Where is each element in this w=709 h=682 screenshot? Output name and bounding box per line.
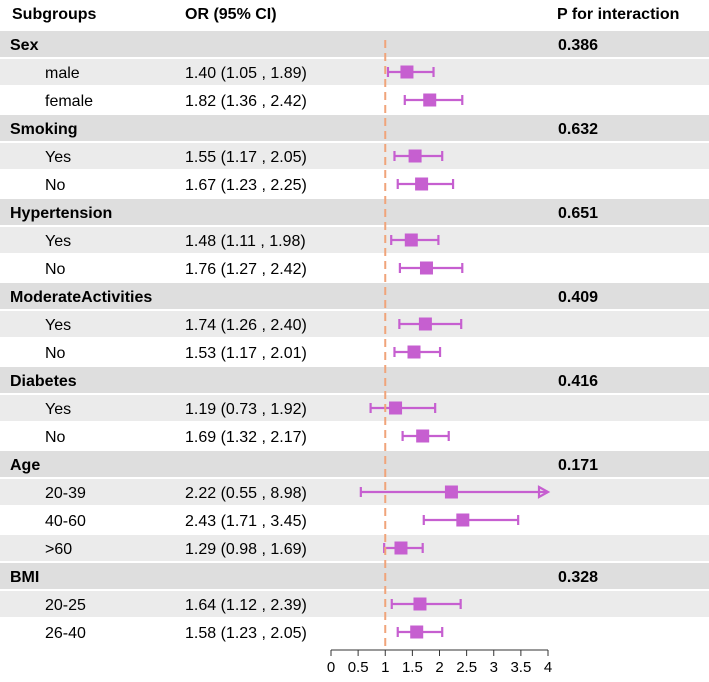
group-label: Diabetes [10,373,77,390]
or-ci-text: 1.82 (1.36 , 2.42) [185,93,307,110]
group-p-value: 0.632 [558,121,598,138]
group-label: ModerateActivities [10,289,152,306]
or-ci-text: 1.76 (1.27 , 2.42) [185,261,307,278]
or-marker [408,149,422,163]
or-ci-text: 2.22 (0.55 , 8.98) [185,485,307,502]
group-label: Hypertension [10,205,112,222]
x-tick-label: 3 [490,659,498,676]
or-marker [400,65,414,79]
or-marker [456,513,470,527]
or-marker [389,401,403,415]
or-marker [404,233,418,247]
row-bg [0,59,709,85]
subgroup-label: 26-40 [45,625,86,642]
subgroup-label: 20-25 [45,597,86,614]
ci-arrow [537,485,551,499]
x-tick-label: 3.5 [510,659,531,676]
subgroup-label: No [45,177,66,194]
subgroup-label: No [45,261,66,278]
x-tick-label: 2.5 [456,659,477,676]
group-row-bg [0,563,709,589]
group-row-bg [0,283,709,309]
subgroup-label: No [45,345,66,362]
or-marker [418,317,432,331]
x-tick-label: 0.5 [348,659,369,676]
or-ci-text: 1.69 (1.32 , 2.17) [185,429,307,446]
group-label: BMI [10,569,39,586]
subgroup-label: female [45,93,93,110]
x-tick-label: 0 [327,659,335,676]
group-p-value: 0.386 [558,37,598,54]
group-label: Smoking [10,121,78,138]
row-bg [0,227,709,253]
group-p-value: 0.171 [558,457,598,474]
or-marker [423,93,437,107]
group-label: Sex [10,37,39,54]
header-p-interaction: P for interaction [557,6,679,23]
or-ci-text: 1.53 (1.17 , 2.01) [185,345,307,362]
or-ci-text: 1.64 (1.12 , 2.39) [185,597,307,614]
subgroup-label: Yes [45,233,71,250]
x-tick-label: 2 [435,659,443,676]
subgroup-label: male [45,65,80,82]
or-marker [394,541,408,555]
or-ci-text: 1.67 (1.23 , 2.25) [185,177,307,194]
group-p-value: 0.416 [558,373,598,390]
subgroup-label: >60 [45,541,72,558]
group-label: Age [10,457,40,474]
subgroup-label: 40-60 [45,513,86,530]
or-ci-text: 1.29 (0.98 , 1.69) [185,541,307,558]
or-marker [407,345,421,359]
subgroup-label: 20-39 [45,485,86,502]
x-tick-label: 1 [381,659,389,676]
or-marker [419,261,433,275]
or-ci-text: 1.58 (1.23 , 2.05) [185,625,307,642]
header-subgroups: Subgroups [12,6,97,23]
or-ci-text: 1.40 (1.05 , 1.89) [185,65,307,82]
subgroup-label: Yes [45,149,71,166]
header-or-ci: OR (95% CI) [185,6,277,23]
group-row-bg [0,199,709,225]
row-bg [0,591,709,617]
group-row-bg [0,451,709,477]
subgroup-label: Yes [45,401,71,418]
or-marker [416,429,430,443]
row-bg [0,535,709,561]
group-p-value: 0.651 [558,205,598,222]
row-bg [0,143,709,169]
group-p-value: 0.328 [558,569,598,586]
or-ci-text: 1.19 (0.73 , 1.92) [185,401,307,418]
x-tick-label: 4 [544,659,552,676]
subgroup-label: No [45,429,66,446]
or-ci-text: 1.55 (1.17 , 2.05) [185,149,307,166]
or-ci-text: 2.43 (1.71 , 3.45) [185,513,307,530]
or-marker [444,485,458,499]
group-row-bg [0,367,709,393]
row-bg [0,311,709,337]
row-bg [0,395,709,421]
group-row-bg [0,115,709,141]
or-ci-text: 1.74 (1.26 , 2.40) [185,317,307,334]
subgroup-label: Yes [45,317,71,334]
row-bg [0,479,709,505]
or-marker [415,177,429,191]
x-tick-label: 1.5 [402,659,423,676]
group-p-value: 0.409 [558,289,598,306]
or-marker [410,625,424,639]
group-row-bg [0,31,709,57]
or-ci-text: 1.48 (1.11 , 1.98) [185,233,306,250]
or-marker [413,597,427,611]
